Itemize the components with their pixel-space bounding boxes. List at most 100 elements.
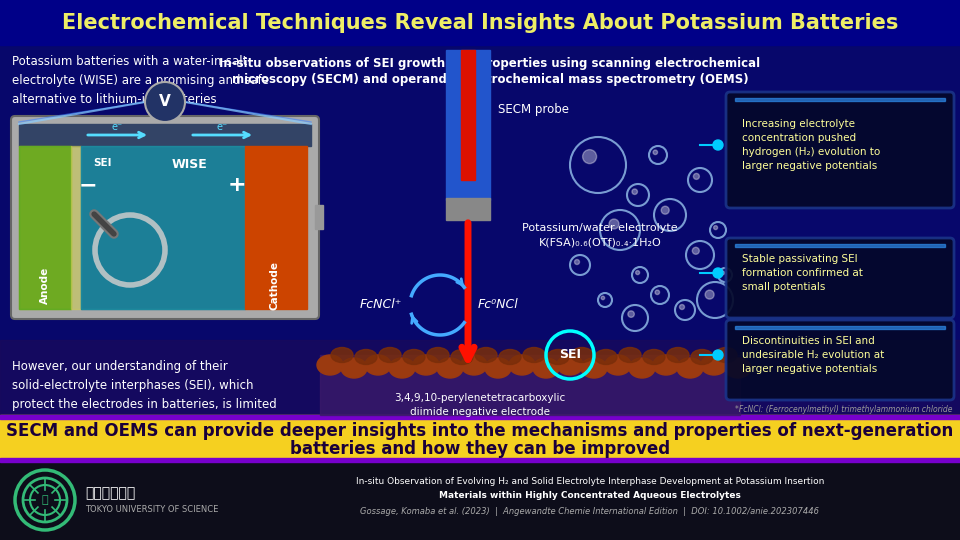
Bar xyxy=(81,146,245,309)
Ellipse shape xyxy=(571,348,593,362)
Text: TOKYO UNIVERSITY OF SCIENCE: TOKYO UNIVERSITY OF SCIENCE xyxy=(85,505,218,515)
Circle shape xyxy=(713,268,723,278)
Ellipse shape xyxy=(691,349,713,364)
Circle shape xyxy=(653,150,658,154)
Ellipse shape xyxy=(403,349,425,364)
Text: SECM and OEMS can provide deeper insights into the mechanisms and properties of : SECM and OEMS can provide deeper insight… xyxy=(7,422,953,440)
Text: +: + xyxy=(228,175,247,195)
Text: microscopy (SECM) and operando electrochemical mass spectrometry (OEMS): microscopy (SECM) and operando electroch… xyxy=(231,73,748,86)
Circle shape xyxy=(680,305,684,309)
Text: Cathode: Cathode xyxy=(270,260,280,309)
Ellipse shape xyxy=(451,349,473,364)
Bar xyxy=(0,462,960,540)
Bar xyxy=(735,326,945,329)
Ellipse shape xyxy=(475,348,497,362)
Bar xyxy=(71,146,81,309)
Text: SEI: SEI xyxy=(93,158,111,168)
Circle shape xyxy=(636,271,639,275)
Ellipse shape xyxy=(677,358,703,378)
Text: FcNCl⁺: FcNCl⁺ xyxy=(360,299,402,312)
Ellipse shape xyxy=(365,355,391,375)
Text: Gossage, Komaba et al. (2023)  |  Angewandte Chemie International Edition  |  DO: Gossage, Komaba et al. (2023) | Angewand… xyxy=(361,508,820,516)
Bar xyxy=(245,146,307,309)
Bar xyxy=(81,146,245,309)
Circle shape xyxy=(705,290,714,299)
Text: e⁻: e⁻ xyxy=(216,122,228,132)
Ellipse shape xyxy=(317,355,343,375)
FancyBboxPatch shape xyxy=(726,92,954,208)
Circle shape xyxy=(721,271,725,275)
Bar xyxy=(0,45,960,415)
Text: 東京理科大学: 東京理科大学 xyxy=(85,486,135,500)
Ellipse shape xyxy=(437,358,463,378)
Circle shape xyxy=(655,290,660,294)
FancyBboxPatch shape xyxy=(11,116,319,319)
Text: Electrochemical Techniques Reveal Insights About Potassium Batteries: Electrochemical Techniques Reveal Insigh… xyxy=(61,13,899,33)
Bar xyxy=(19,124,311,146)
Text: Stable passivating SEI
formation confirmed at
small potentials: Stable passivating SEI formation confirm… xyxy=(742,254,863,292)
Ellipse shape xyxy=(533,358,559,378)
Circle shape xyxy=(713,226,718,230)
Text: Fc⁰NCl: Fc⁰NCl xyxy=(478,299,518,312)
Text: 大: 大 xyxy=(41,495,48,505)
Bar xyxy=(0,415,960,419)
Text: SECM probe: SECM probe xyxy=(498,104,569,117)
Text: −: − xyxy=(79,175,97,195)
Bar xyxy=(446,50,490,200)
Text: V: V xyxy=(159,94,171,110)
Circle shape xyxy=(583,150,596,164)
Ellipse shape xyxy=(499,349,521,364)
Ellipse shape xyxy=(701,355,727,375)
Bar xyxy=(19,146,71,309)
Ellipse shape xyxy=(605,355,631,375)
Text: Potassium batteries with a water-in-salt
electrolyte (WISE) are a promising and : Potassium batteries with a water-in-salt… xyxy=(12,55,269,106)
Ellipse shape xyxy=(389,358,415,378)
Text: Anode: Anode xyxy=(40,266,50,303)
Bar xyxy=(315,205,323,229)
Bar xyxy=(320,355,740,415)
Circle shape xyxy=(661,206,669,214)
Text: 3,4,9,10-perylenetetracarboxylic
diimide negative electrode: 3,4,9,10-perylenetetracarboxylic diimide… xyxy=(395,393,565,417)
Bar xyxy=(19,146,71,309)
Ellipse shape xyxy=(667,348,689,362)
Circle shape xyxy=(574,260,580,265)
FancyBboxPatch shape xyxy=(726,238,954,318)
Text: SEI: SEI xyxy=(559,348,581,361)
Ellipse shape xyxy=(427,348,449,362)
Text: Potassium/water electrolyte
K(FSA)₀.₆(OTf)₀.₄·1H₂O: Potassium/water electrolyte K(FSA)₀.₆(OT… xyxy=(522,222,678,247)
Bar xyxy=(0,340,960,415)
Bar xyxy=(461,50,475,180)
Ellipse shape xyxy=(619,348,641,362)
Text: In-situ observations of SEI growth and properties using scanning electrochemical: In-situ observations of SEI growth and p… xyxy=(220,57,760,70)
Text: batteries and how they can be improved: batteries and how they can be improved xyxy=(290,440,670,457)
Text: *FcNCl: (Ferrocenylmethyl) trimethylammonium chloride: *FcNCl: (Ferrocenylmethyl) trimethylammo… xyxy=(735,406,952,415)
Bar xyxy=(0,0,960,45)
Ellipse shape xyxy=(643,349,665,364)
Ellipse shape xyxy=(413,355,439,375)
Ellipse shape xyxy=(725,358,751,378)
Ellipse shape xyxy=(509,355,535,375)
Circle shape xyxy=(145,82,185,122)
Ellipse shape xyxy=(581,358,607,378)
Ellipse shape xyxy=(523,348,545,362)
Text: However, our understanding of their
solid-electrolyte interphases (SEI), which
p: However, our understanding of their soli… xyxy=(12,360,276,411)
Circle shape xyxy=(693,173,700,179)
Text: In-situ Observation of Evolving H₂ and Solid Electrolyte Interphase Development : In-situ Observation of Evolving H₂ and S… xyxy=(356,477,825,487)
Text: Discontinuities in SEI and
undesirable H₂ evolution at
larger negative potential: Discontinuities in SEI and undesirable H… xyxy=(742,336,884,374)
Bar xyxy=(446,198,490,220)
Bar xyxy=(0,458,960,462)
Ellipse shape xyxy=(331,348,353,362)
Ellipse shape xyxy=(557,355,583,375)
Bar xyxy=(735,98,945,101)
Circle shape xyxy=(601,296,605,300)
Circle shape xyxy=(628,311,635,318)
Text: WISE: WISE xyxy=(172,158,208,171)
Text: Materials within Highly Concentrated Aqueous Electrolytes: Materials within Highly Concentrated Aqu… xyxy=(439,491,741,501)
Ellipse shape xyxy=(355,349,377,364)
Circle shape xyxy=(713,350,723,360)
Circle shape xyxy=(632,189,637,194)
Circle shape xyxy=(692,247,699,254)
Text: Increasing electrolyte
concentration pushed
hydrogen (H₂) evolution to
larger ne: Increasing electrolyte concentration pus… xyxy=(742,119,880,171)
Ellipse shape xyxy=(485,358,511,378)
Circle shape xyxy=(609,219,619,229)
